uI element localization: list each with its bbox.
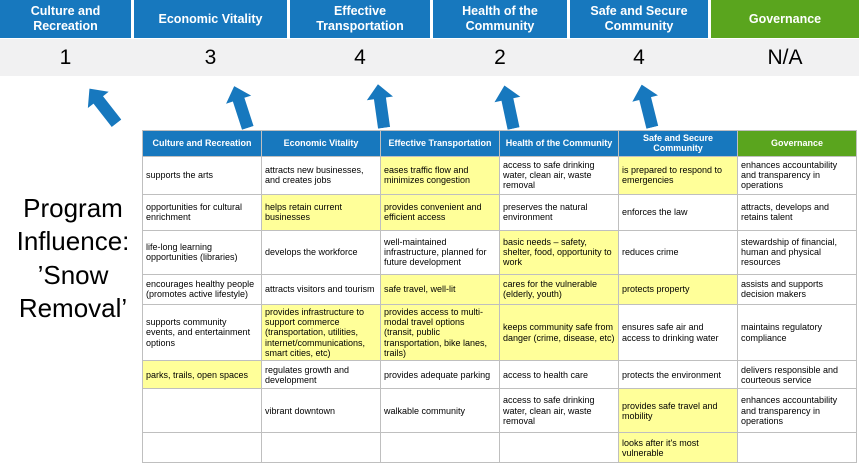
category-header-governance: Governance [711, 0, 859, 38]
table-cell: provides convenient and efficient access [380, 193, 500, 231]
category-header-culture: Culture and Recreation [0, 0, 131, 38]
table-header-row: Culture and Recreation Economic Vitality E… [142, 130, 857, 157]
score-governance: N/A [767, 45, 803, 69]
table-cell: cares for the vulnerable (elderly, youth… [499, 273, 619, 305]
table-cell: ensures safe air and access to drinking … [618, 303, 738, 362]
table-cell: basic needs – safety, shelter, food, opp… [499, 229, 619, 275]
table-cell: parks, trails, open spaces [142, 360, 262, 390]
table-cell [142, 388, 262, 434]
up-arrow-icon [78, 79, 129, 132]
score-economic: 3 [204, 45, 217, 69]
category-header-health: Health of the Community [433, 0, 567, 38]
score-band: 1 3 4 2 4 N/A [0, 39, 859, 76]
up-arrow-icon [627, 81, 667, 131]
category-header-safe: Safe and Secure Community [570, 0, 708, 38]
table-cell: reduces crime [618, 229, 738, 275]
table-cell: access to safe drinking water, clean air… [499, 388, 619, 434]
up-arrow-icon [363, 82, 399, 130]
score-transportation: 4 [354, 45, 366, 69]
table-cell: provides infrastructure to support comme… [261, 303, 381, 362]
table-cell: looks after it's most vulnerable [618, 432, 738, 464]
table-cell: access to safe drinking water, clean air… [499, 155, 619, 195]
up-arrow-icon [490, 82, 528, 131]
table-cell: provides safe travel and mobility [618, 388, 738, 434]
table-cell [380, 432, 500, 464]
table-cell: life-long learning opportunities (librar… [142, 229, 262, 275]
category-header-band: Culture and Recreation Economic Vitality… [0, 0, 859, 38]
table-cell: provides access to multi-modal travel op… [380, 303, 500, 362]
table-column-header: Health of the Community [499, 130, 619, 157]
table-column-header: Culture and Recreation [142, 130, 262, 157]
table-body: supports the arts attracts new businesses… [142, 155, 857, 464]
table-cell: attracts, develops and retains talent [737, 193, 857, 231]
table-row: parks, trails, open spaces regulates grow… [142, 360, 857, 390]
table-cell [142, 432, 262, 464]
table-cell: preserves the natural environment [499, 193, 619, 231]
table-cell: supports the arts [142, 155, 262, 195]
table-cell: stewardship of financial, human and phys… [737, 229, 857, 275]
score-culture: 1 [59, 45, 72, 69]
table-cell: supports community events, and entertain… [142, 303, 262, 362]
influence-table: Culture and Recreation Economic Vitality E… [142, 130, 857, 464]
table-cell: safe travel, well-lit [380, 273, 500, 305]
table-cell: opportunities for cultural enrichment [142, 193, 262, 231]
table-column-header: Governance [737, 130, 857, 157]
table-cell: encourages healthy people (promotes acti… [142, 273, 262, 305]
table-cell: enhances accountability and transparency… [737, 155, 857, 195]
table-column-header: Effective Transportation [380, 130, 500, 157]
score-safe: 4 [633, 45, 645, 69]
table-row: life-long learning opportunities (librar… [142, 229, 857, 275]
table-column-header: Safe and Secure Community [618, 130, 738, 157]
table-cell: enforces the law [618, 193, 738, 231]
table-cell: attracts new businesses, and creates job… [261, 155, 381, 195]
table-cell: attracts visitors and tourism [261, 273, 381, 305]
table-cell: walkable community [380, 388, 500, 434]
table-cell [737, 432, 857, 464]
table-row: encourages healthy people (promotes acti… [142, 273, 857, 305]
category-header-economic: Economic Vitality [134, 0, 287, 38]
table-cell: helps retain current businesses [261, 193, 381, 231]
table-cell: provides adequate parking [380, 360, 500, 390]
table-cell [499, 432, 619, 464]
table-cell: delivers responsible and courteous servi… [737, 360, 857, 390]
table-cell: regulates growth and development [261, 360, 381, 390]
table-cell: vibrant downtown [261, 388, 381, 434]
table-column-header: Economic Vitality [261, 130, 381, 157]
table-row: vibrant downtown walkable community access… [142, 388, 857, 434]
table-cell: protects the environment [618, 360, 738, 390]
table-cell [261, 432, 381, 464]
up-arrow-icon [220, 81, 262, 132]
table-row: supports the arts attracts new businesses… [142, 155, 857, 195]
table-row: supports community events, and entertain… [142, 303, 857, 362]
table-cell: assists and supports decision makers [737, 273, 857, 305]
table-cell: protects property [618, 273, 738, 305]
table-row: opportunities for cultural enrichment hel… [142, 193, 857, 231]
score-health: 2 [494, 45, 506, 69]
table-cell: keeps community safe from danger (crime,… [499, 303, 619, 362]
table-cell: eases traffic flow and minimizes congest… [380, 155, 500, 195]
table-cell: is prepared to respond to emergencies [618, 155, 738, 195]
table-cell: maintains regulatory compliance [737, 303, 857, 362]
slide-title: Program Influence: ’Snow Removal’ [16, 193, 130, 323]
category-header-transportation: Effective Transportation [290, 0, 430, 38]
table-cell: develops the workforce [261, 229, 381, 275]
table-cell: enhances accountability and transparency… [737, 388, 857, 434]
table-row: looks after it's most vulnerable [142, 432, 857, 464]
table-cell: well-maintained infrastructure, planned … [380, 229, 500, 275]
table-cell: access to health care [499, 360, 619, 390]
